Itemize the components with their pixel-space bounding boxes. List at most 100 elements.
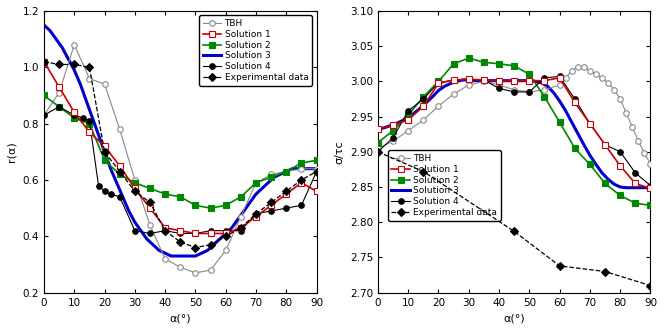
Solution 3 [288, 167, 296, 171]
TBH [598, 76, 606, 80]
Line: Solution 4: Solution 4 [375, 74, 653, 188]
Solution 1 [374, 127, 382, 131]
Solution 4 [586, 122, 594, 126]
Solution 4 [222, 229, 230, 233]
Solution 3 [191, 254, 199, 258]
Solution 1 [70, 110, 78, 114]
Solution 4 [297, 203, 305, 207]
TBH [634, 139, 642, 143]
Solution 4 [40, 113, 48, 117]
Solution 1 [540, 79, 548, 82]
X-axis label: α(°): α(°) [169, 313, 191, 323]
Solution 4 [556, 75, 564, 79]
Line: Solution 3: Solution 3 [44, 25, 317, 256]
Solution 4 [70, 113, 78, 117]
Solution 2 [146, 186, 154, 190]
Experimental data [647, 283, 655, 287]
Solution 4 [116, 195, 124, 199]
TBH [131, 178, 139, 182]
Solution 3 [622, 186, 630, 190]
Solution 3 [173, 254, 181, 258]
Solution 4 [55, 105, 63, 109]
Solution 2 [525, 72, 533, 76]
TBH [374, 146, 382, 150]
Experimental data [556, 264, 564, 268]
Solution 1 [556, 76, 564, 80]
Solution 3 [537, 81, 545, 85]
Solution 4 [100, 189, 108, 193]
Solution 2 [131, 181, 139, 185]
Solution 2 [177, 195, 185, 199]
Solution 4 [207, 229, 214, 233]
Solution 2 [601, 182, 609, 185]
Solution 2 [450, 62, 457, 66]
Solution 3 [40, 23, 48, 27]
TBH [86, 77, 94, 81]
Solution 2 [252, 181, 260, 185]
Solution 3 [222, 232, 230, 236]
TBH [70, 43, 78, 47]
Line: Solution 3: Solution 3 [378, 80, 651, 188]
Solution 3 [489, 79, 497, 82]
Line: Solution 4: Solution 4 [41, 104, 319, 236]
Solution 1 [252, 214, 260, 218]
Solution 3 [562, 109, 570, 113]
Solution 1 [86, 130, 94, 134]
TBH [404, 129, 412, 133]
TBH [116, 127, 124, 131]
X-axis label: α(°): α(°) [503, 313, 525, 323]
Line: Solution 2: Solution 2 [41, 92, 320, 212]
Solution 4 [571, 97, 579, 101]
Experimental data [420, 170, 428, 174]
Experimental data [237, 226, 245, 230]
Solution 3 [204, 248, 212, 252]
Solution 1 [647, 186, 655, 190]
Solution 1 [116, 164, 124, 168]
Solution 4 [404, 109, 412, 113]
Solution 3 [76, 82, 84, 86]
Solution 1 [222, 232, 230, 236]
Experimental data [146, 201, 154, 205]
Solution 1 [282, 192, 290, 196]
Experimental data [100, 150, 108, 154]
Experimental data [282, 189, 290, 193]
Solution 2 [222, 203, 230, 207]
Solution 3 [210, 243, 218, 247]
Solution 4 [631, 171, 639, 175]
Solution 2 [540, 95, 548, 99]
Solution 2 [191, 203, 199, 207]
Solution 1 [404, 118, 412, 122]
Solution 4 [540, 76, 548, 80]
TBH [146, 223, 154, 227]
Solution 3 [149, 243, 157, 247]
Solution 2 [404, 113, 412, 117]
Solution 2 [571, 146, 579, 150]
Experimental data [191, 246, 199, 249]
Legend: TBH, Solution 1, Solution 2, Solution 3, Solution 4, Experimental data: TBH, Solution 1, Solution 2, Solution 3,… [388, 150, 501, 221]
Solution 3 [307, 167, 315, 171]
Solution 4 [313, 170, 321, 174]
Solution 3 [447, 82, 455, 85]
Solution 3 [647, 186, 655, 190]
Solution 3 [556, 99, 564, 103]
Solution 3 [94, 133, 102, 137]
Solution 4 [465, 77, 473, 81]
Solution 2 [297, 161, 305, 165]
TBH [222, 248, 230, 252]
Solution 3 [440, 84, 448, 88]
Solution 3 [258, 186, 266, 190]
Solution 2 [100, 158, 108, 162]
Solution 1 [525, 79, 533, 82]
Solution 2 [374, 141, 382, 145]
Solution 1 [631, 182, 639, 185]
Solution 3 [592, 162, 600, 166]
Solution 2 [116, 172, 124, 176]
Solution 4 [450, 78, 457, 82]
Solution 4 [252, 212, 260, 216]
Solution 3 [471, 79, 479, 82]
Solution 4 [191, 232, 199, 236]
Solution 3 [610, 182, 618, 186]
Y-axis label: σ/τᴄ: σ/τᴄ [334, 140, 344, 164]
Solution 3 [410, 111, 418, 115]
Solution 3 [167, 254, 175, 258]
